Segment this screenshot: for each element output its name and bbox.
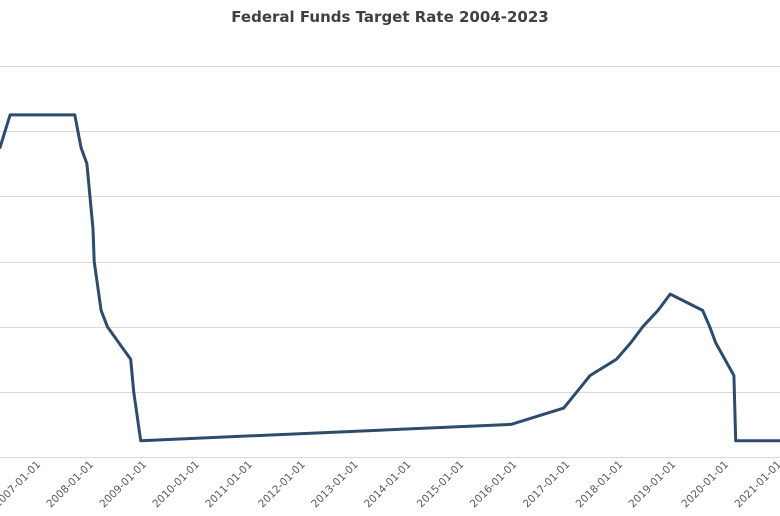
x-tick-label: 2016-01-01	[468, 459, 520, 511]
gridlines	[0, 66, 780, 458]
x-tick-label: 2020-01-01	[679, 459, 731, 511]
x-tick-label: 2014-01-01	[362, 459, 414, 511]
x-tick-label: 2013-01-01	[309, 459, 361, 511]
x-tick-label: 2011-01-01	[203, 459, 255, 511]
x-tick-label: 2007-01-01	[0, 459, 43, 511]
x-tick-label: 2008-01-01	[44, 459, 96, 511]
x-tick-label: 2012-01-01	[256, 459, 308, 511]
series-line-0	[0, 113, 780, 443]
x-tick-labels: 2007-01-01 2008-01-01 2009-01-01 2010-01-01…	[0, 459, 780, 511]
series-layer	[0, 113, 780, 443]
x-tick-label: 2017-01-01	[521, 459, 573, 511]
x-tick-label: 2015-01-01	[415, 459, 467, 511]
x-tick-label: 2010-01-01	[150, 459, 202, 511]
x-tick-label: 2021-01-01	[732, 459, 780, 511]
x-tick-label: 2018-01-01	[574, 459, 626, 511]
x-tick-label: 2019-01-01	[627, 459, 679, 511]
chart-title: Federal Funds Target Rate 2004-2023	[231, 8, 549, 26]
x-tick-label: 2009-01-01	[97, 459, 149, 511]
